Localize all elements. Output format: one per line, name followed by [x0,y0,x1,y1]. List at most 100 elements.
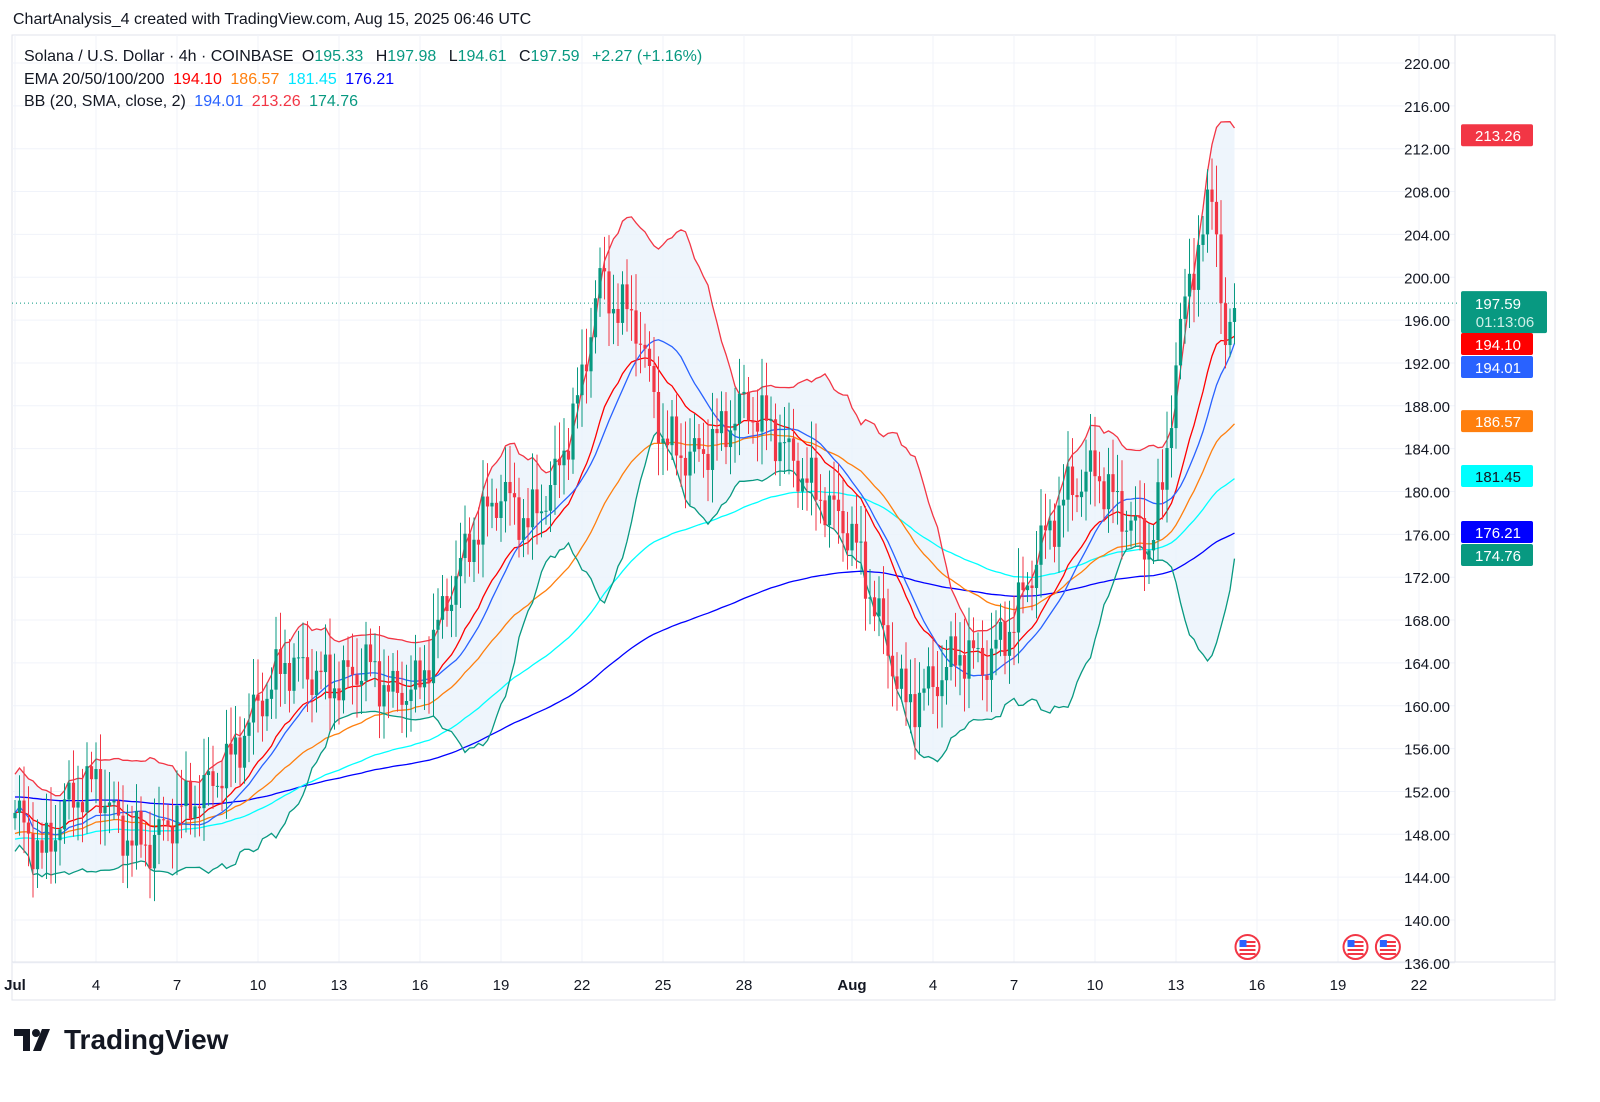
candle-body [251,694,256,723]
candle-body [818,499,823,501]
candle-body [229,743,233,755]
candle-body [557,458,562,466]
candle-body [386,685,391,692]
price-tick-label: 180.00 [1404,485,1450,502]
candle-body [35,840,40,870]
price-tag [1461,333,1533,355]
candle-body [143,844,148,846]
us-flag-icon[interactable] [1234,934,1261,960]
candle-body [1232,308,1237,322]
flag-stripe [1239,949,1256,951]
countdown-value: 01:13:06 [1476,314,1534,331]
bb-legend-row: BB (20, SMA, close, 2) 194.01 213.26 174… [24,91,706,114]
candle-body [274,649,278,690]
candle-body [94,769,98,780]
candle-body [1151,539,1156,551]
ema-label[interactable]: EMA 20/50/100/200 [24,70,165,88]
candle-body [701,449,706,454]
candle-body [1147,550,1151,560]
candle-body [859,541,863,543]
price-axis[interactable]: 220.00 216.00 212.00 208.00 204.00 200.00 196.… [1404,56,1450,973]
candle-body [958,655,962,666]
ema200-value: 176.21 [345,70,395,88]
candle-body [575,395,580,404]
candle-body [1097,476,1102,482]
candle-body [688,451,692,476]
time-tick-label: 19 [1330,977,1347,994]
candle-body [1093,450,1097,477]
candle-body [746,391,751,421]
tradingview-logo[interactable]: TradingView [14,1024,228,1056]
us-flag-icon[interactable] [1374,934,1401,960]
symbol-name[interactable]: Solana / U.S. Dollar · 4h · COINBASE [24,48,294,65]
candle-body [706,453,710,470]
flag-stripe [1379,945,1396,947]
candle-body [328,654,332,699]
candle-body [404,701,409,705]
time-tick-label: 7 [173,977,181,994]
price-tick-label: 136.00 [1404,956,1450,973]
time-tick-label: 25 [655,977,672,994]
candle-body [202,775,206,809]
candle-body [368,644,373,663]
candle-body [760,395,764,432]
ema100-line [14,478,1235,840]
candle-body [211,771,215,786]
candle-body [733,423,737,431]
candle-body [548,485,553,511]
candle-body [1178,318,1183,366]
candle-body [697,438,701,450]
candle-body [1106,474,1111,510]
candle-body [161,819,166,821]
candle-body [1061,499,1066,506]
candle-body [152,834,157,869]
candle-body [584,364,589,372]
price-tag-value: 176.21 [1475,525,1521,542]
price-tag-value: 186.57 [1475,414,1521,431]
candles [13,158,1237,902]
price-tag [1461,410,1533,433]
time-tick-label: 13 [1168,977,1185,994]
candle-body [791,438,796,461]
candle-body [985,675,989,680]
candle-body [22,800,26,823]
candle-body [310,679,314,695]
candle-body [683,457,688,476]
candle-body [1070,466,1075,496]
last-price-value: 197.59 [1475,296,1521,313]
candle-body [755,422,760,432]
candle-body [107,802,112,806]
candle-body [17,800,22,813]
change-value: +2.27 (+1.16%) [591,48,703,65]
candle-body [71,782,76,808]
candle-body [1223,303,1228,346]
candle-body [166,820,170,827]
candle-body [899,668,904,689]
candle-body [436,619,440,630]
bb-label[interactable]: BB (20, SMA, close, 2) [24,93,186,110]
price-tag-value: 181.45 [1475,469,1521,486]
candle-body [116,800,121,816]
candle-body [611,308,616,314]
candle-body [377,661,382,707]
candle-body [1138,516,1142,519]
candle-body [391,670,395,692]
candle-body [512,493,517,498]
candle-body [553,458,557,486]
candle-body [661,438,665,444]
flag-stripe [1239,945,1256,947]
candle-body [175,805,179,844]
candle-body [197,806,202,809]
candle-body [463,533,467,559]
candle-body [715,428,719,434]
candle-body [931,666,935,687]
us-flag-icon[interactable] [1342,934,1369,960]
candle-body [179,805,184,807]
candle-body [1048,520,1052,531]
time-axis[interactable]: Jul 4 7 10 13 16 19 22 25 28 Aug 4 7 10 13 16 19 22 [4,977,1427,994]
price-tag-value: 194.01 [1475,360,1521,377]
candle-body [1142,518,1147,560]
candle-body [215,785,220,787]
